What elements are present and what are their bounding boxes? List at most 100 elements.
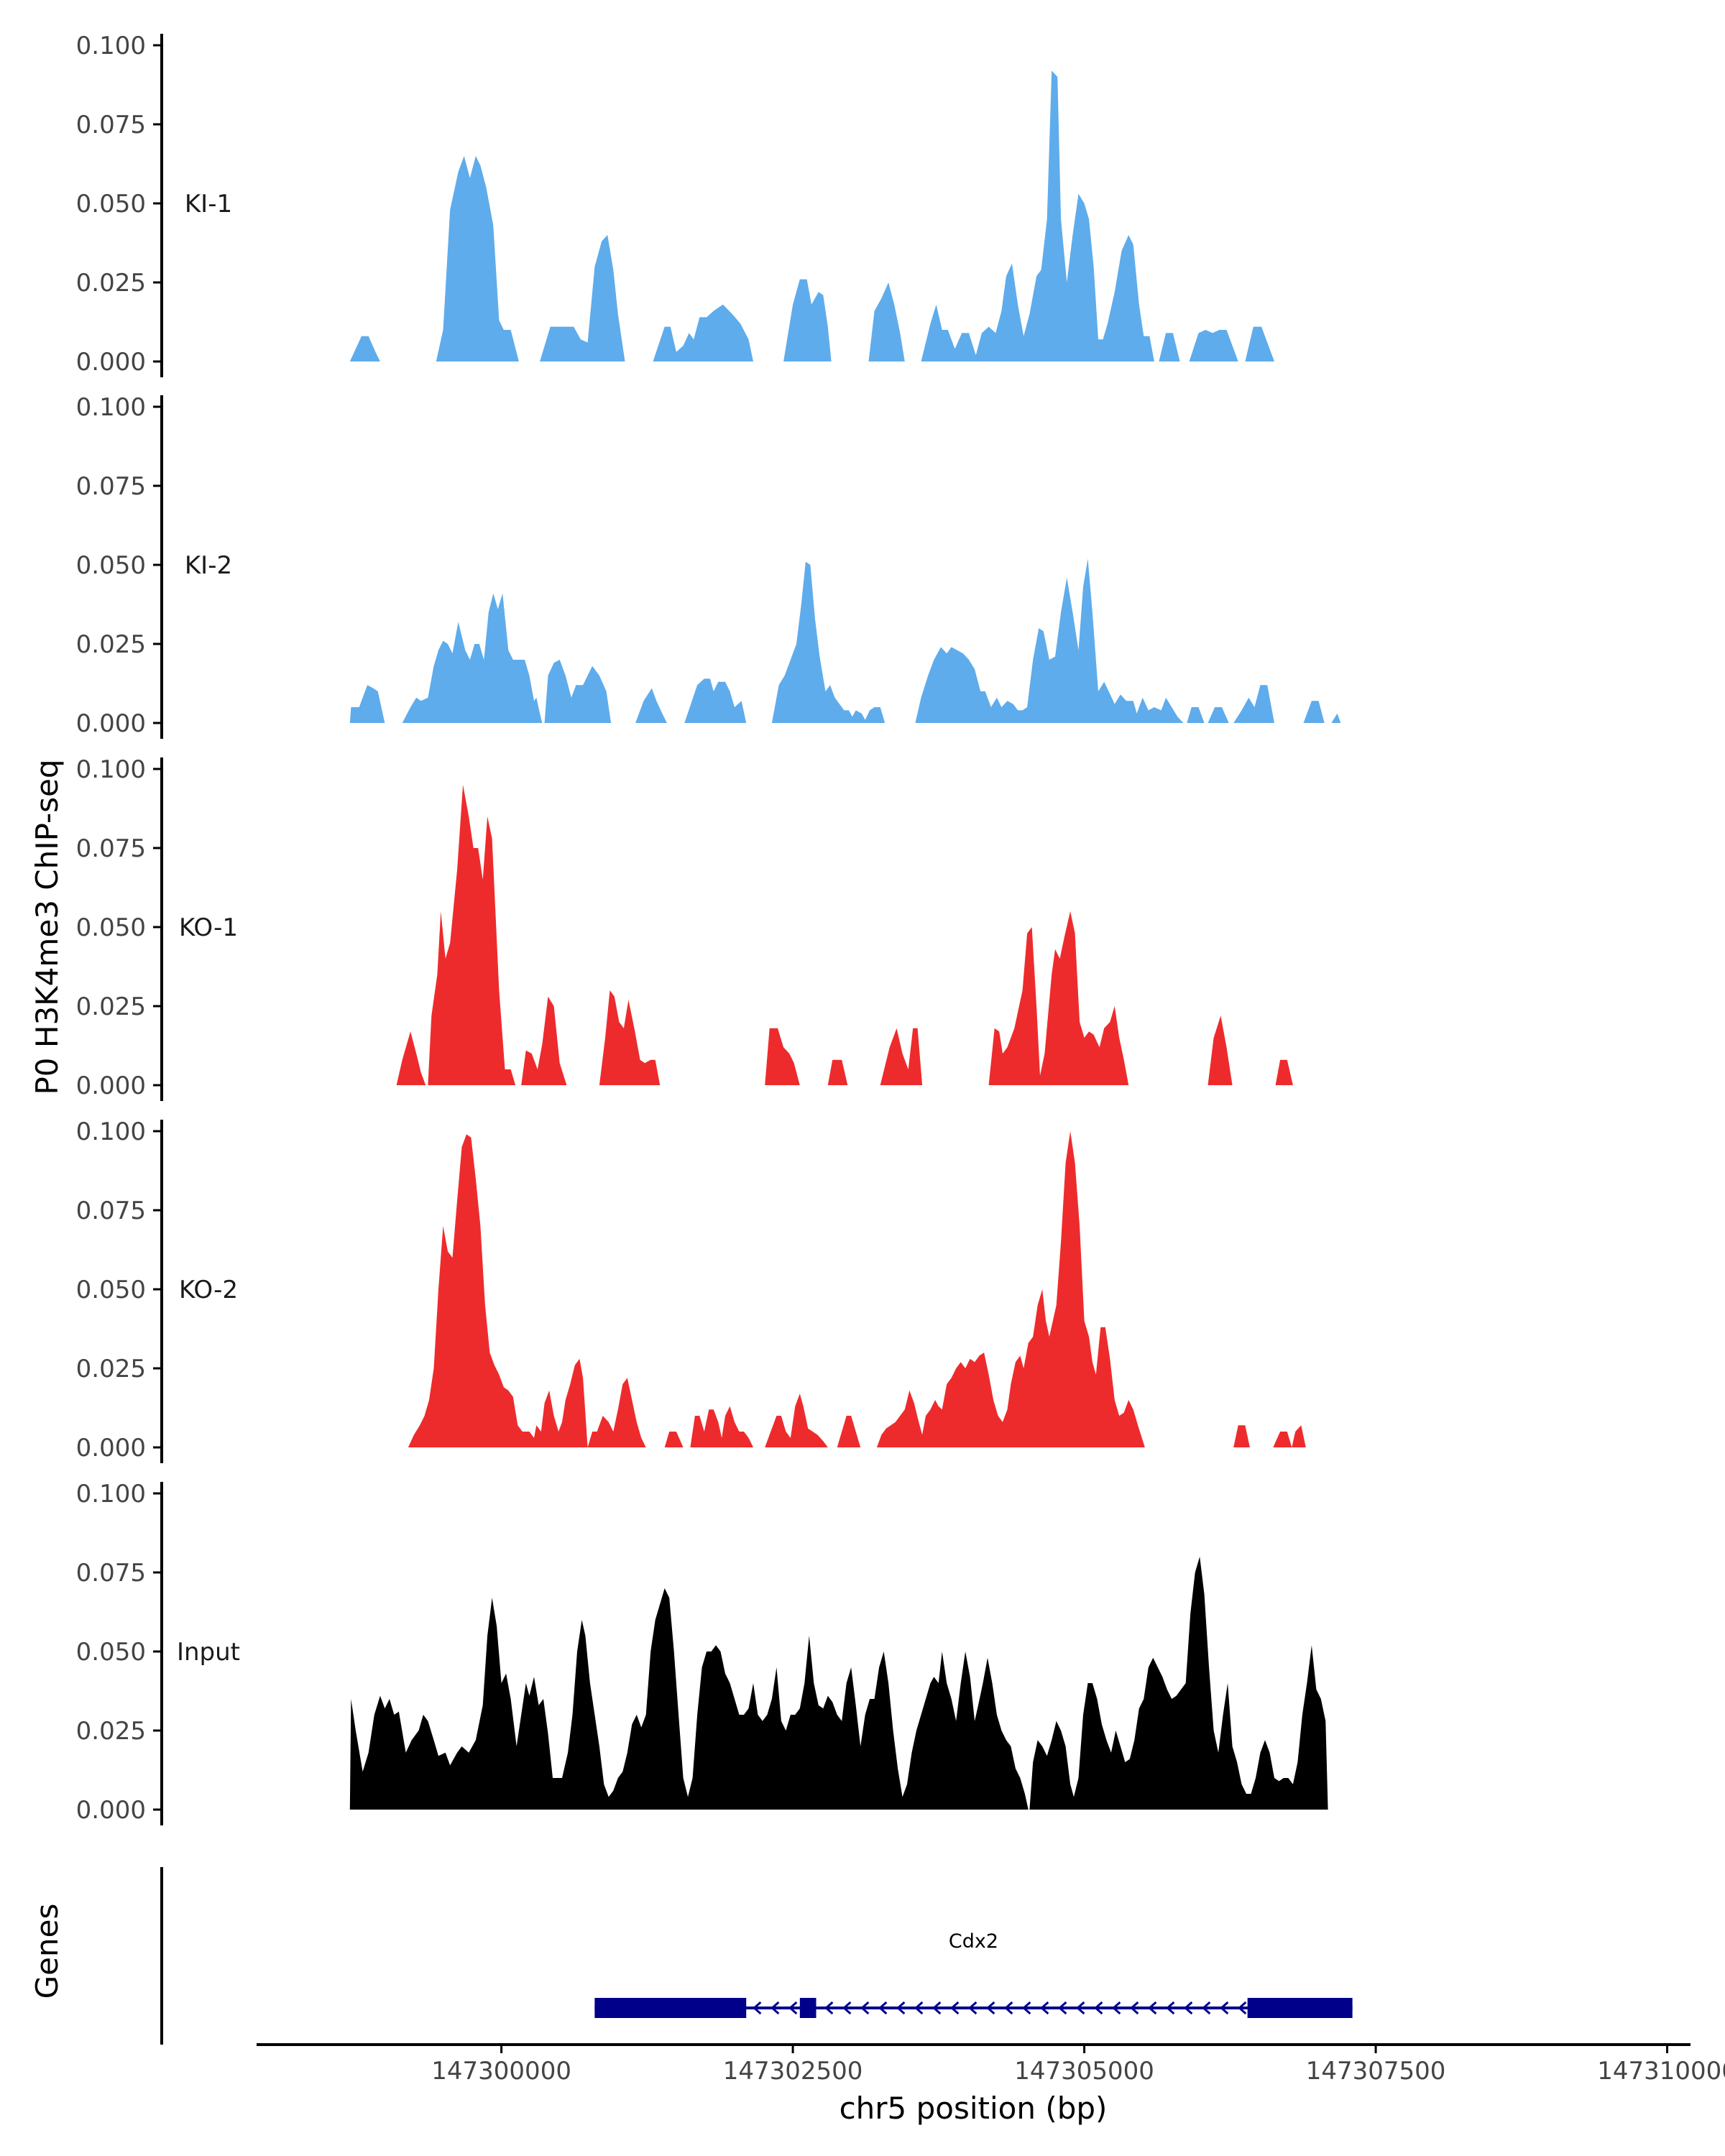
strand-arrow-icon — [1112, 2001, 1121, 2015]
coverage-area-ko-1-9 — [1208, 1015, 1233, 1085]
x-tick-label: 147305000 — [1014, 2057, 1154, 2086]
y-tick-label: 0.000 — [76, 1796, 146, 1825]
coverage-area-ko-2-5 — [765, 1393, 828, 1447]
track-ko-2: 0.000 0.025 0.050 0.075 0.100 KO-2 — [76, 1118, 1306, 1463]
gene-exon-2 — [799, 1998, 816, 2018]
y-tick-label: 0.000 — [76, 1072, 146, 1100]
track-ki-1: 0.000 0.025 0.050 0.075 0.100 KI-1 — [76, 32, 1274, 377]
track-label-ko-2: KO-2 — [179, 1276, 238, 1304]
coverage-area-ki-2-7 — [915, 558, 1184, 723]
strand-arrow-icon — [753, 2001, 762, 2015]
y-tick-label: 0.100 — [76, 755, 146, 784]
coverage-area-ki-1-8 — [1159, 333, 1180, 361]
coverage-area-ko-1-8 — [988, 911, 1129, 1085]
coverage-area-ko-1-2 — [428, 785, 516, 1085]
strand-arrow-icon — [1202, 2001, 1211, 2015]
gene-exon-3 — [1247, 1998, 1353, 2018]
x-tick-label: 147302500 — [723, 2057, 863, 2086]
coverage-area-ko-2-1 — [408, 1134, 588, 1447]
strand-arrow-icon — [1130, 2001, 1139, 2015]
strand-arrow-icon — [788, 2001, 798, 2015]
coverage-area-ki-2-9 — [1208, 707, 1229, 723]
y-tick-label: 0.075 — [76, 1197, 146, 1225]
y-tick-label: 0.025 — [76, 1355, 146, 1383]
coverage-area-ko-2-9 — [1273, 1425, 1306, 1447]
track-label-ko-1: KO-1 — [179, 913, 238, 942]
y-tick-label: 0.075 — [76, 472, 146, 501]
coverage-area-input-1 — [349, 1557, 1328, 1810]
coverage-area-ko-2-2 — [587, 1378, 646, 1447]
x-axis-title: chr5 position (bp) — [840, 2091, 1108, 2126]
strand-arrow-icon — [1220, 2001, 1229, 2015]
coverage-area-ki-1-9 — [1189, 330, 1238, 361]
coverage-area-ki-2-10 — [1233, 685, 1274, 723]
strand-arrow-icon — [1238, 2001, 1247, 2015]
y-tick-label: 0.000 — [76, 348, 146, 377]
y-tick-label: 0.025 — [76, 992, 146, 1021]
coverage-area-ki-2-11 — [1303, 701, 1325, 723]
y-tick-label: 0.100 — [76, 1118, 146, 1146]
coverage-area-ki-2-6 — [771, 561, 886, 723]
y-tick-label: 0.100 — [76, 32, 146, 60]
track-label-ki-1: KI-1 — [185, 190, 232, 218]
strand-arrow-icon — [1004, 2001, 1013, 2015]
y-tick-label: 0.050 — [76, 1276, 146, 1304]
tracks-group: 0.0000.0250.0500.0750.100KI-10.0000.0250… — [76, 32, 1341, 1825]
y-tick-label: 0.075 — [76, 111, 146, 139]
coverage-area-ki-1-1 — [349, 336, 380, 361]
gene-exon-1 — [594, 1998, 747, 2018]
track-input: 0.000 0.025 0.050 0.075 0.100 Input — [76, 1480, 1328, 1825]
strand-arrow-icon — [1076, 2001, 1085, 2015]
coverage-area-ki-2-2 — [402, 593, 543, 723]
strand-arrow-icon — [1148, 2001, 1157, 2015]
x-tick-label: 147307500 — [1306, 2057, 1446, 2086]
coverage-area-ko-2-7 — [876, 1131, 1145, 1447]
track-ki-2: 0.000 0.025 0.050 0.075 0.100 KI-2 — [76, 393, 1341, 739]
genes-panel-title: Genes — [29, 1904, 65, 1999]
coverage-area-ki-1-2 — [436, 156, 519, 361]
coverage-area-ko-1-6 — [827, 1059, 848, 1085]
y-axis-title: P0 H3K4me3 ChIP-seq — [29, 759, 65, 1095]
coverage-area-ki-1-5 — [783, 279, 832, 361]
coverage-area-ki-2-4 — [635, 688, 667, 723]
strand-arrow-icon — [824, 2001, 834, 2015]
strand-arrow-icon — [1166, 2001, 1175, 2015]
coverage-area-ki-1-6 — [868, 282, 905, 361]
x-tick-label: 147310000 — [1597, 2057, 1725, 2086]
track-label-input: Input — [177, 1638, 240, 1667]
strand-arrow-icon — [932, 2001, 942, 2015]
y-tick-label: 0.025 — [76, 630, 146, 659]
y-tick-label: 0.075 — [76, 1559, 146, 1588]
coverage-area-ki-1-10 — [1245, 326, 1274, 361]
y-tick-label: 0.000 — [76, 709, 146, 738]
strand-arrow-icon — [968, 2001, 978, 2015]
coverage-area-ko-1-4 — [599, 990, 661, 1085]
gene-label-cdx2: Cdx2 — [949, 1930, 998, 1953]
y-tick-label: 0.050 — [76, 551, 146, 580]
coverage-area-ki-2-5 — [684, 678, 747, 723]
x-tick-label: 147300000 — [431, 2057, 571, 2086]
coverage-area-ki-1-3 — [540, 235, 625, 361]
y-tick-label: 0.050 — [76, 913, 146, 942]
y-tick-label: 0.025 — [76, 269, 146, 298]
strand-arrow-icon — [896, 2001, 906, 2015]
y-tick-label: 0.000 — [76, 1434, 146, 1462]
strand-arrow-icon — [1094, 2001, 1103, 2015]
y-tick-label: 0.100 — [76, 393, 146, 422]
coverage-area-ko-1-3 — [521, 996, 567, 1085]
x-axis: 147300000 147302500 147305000 147307500 1473… — [257, 2043, 1725, 2086]
coverage-area-ki-1-7 — [921, 70, 1154, 361]
coverage-area-ko-2-8 — [1233, 1425, 1250, 1447]
coverage-area-ko-2-4 — [690, 1406, 753, 1447]
strand-arrow-icon — [770, 2001, 780, 2015]
strand-arrow-icon — [860, 2001, 870, 2015]
strand-arrow-icon — [986, 2001, 995, 2015]
y-tick-label: 0.025 — [76, 1717, 146, 1746]
coverage-area-ki-1-4 — [653, 304, 753, 361]
y-tick-label: 0.075 — [76, 834, 146, 863]
y-tick-label: 0.050 — [76, 1638, 146, 1667]
genes-panel: Cdx2 — [160, 1867, 1353, 2045]
y-tick-label: 0.100 — [76, 1480, 146, 1508]
coverage-area-ko-2-3 — [664, 1432, 684, 1447]
